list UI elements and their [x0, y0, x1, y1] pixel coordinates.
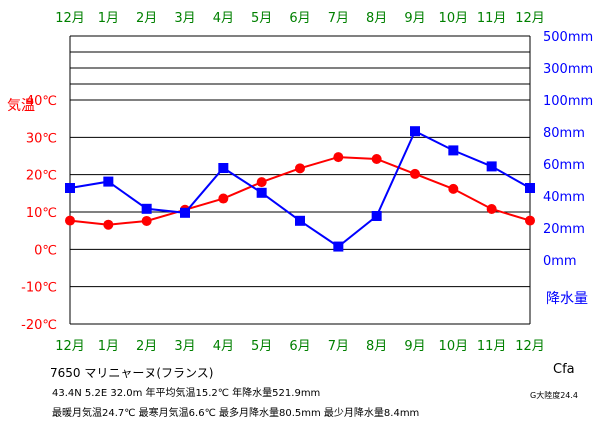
- month-label-bottom-12: 12月: [515, 339, 545, 354]
- precip-point-5: [256, 187, 267, 198]
- precip-point-8: [371, 211, 382, 221]
- month-label-top-8: 8月: [366, 11, 387, 26]
- month-label-bottom-1: 1月: [98, 339, 119, 354]
- month-label-bottom-3: 3月: [174, 339, 195, 354]
- precip-point-6: [295, 215, 305, 226]
- month-label-top-0: 12月: [55, 11, 85, 26]
- precip-tick-label-0: 500mm: [543, 30, 593, 45]
- precip-point-9: [410, 126, 420, 137]
- temp-point-10: [448, 183, 459, 194]
- month-label-top-1: 1月: [98, 11, 119, 26]
- precip-tick-label-1: 300mm: [543, 62, 593, 77]
- temp-point-4: [218, 193, 229, 204]
- temp-tick-label-3: 10℃: [26, 206, 57, 221]
- month-label-bottom-9: 9月: [404, 339, 425, 354]
- month-label-top-6: 6月: [289, 11, 310, 26]
- temp-point-7: [333, 152, 344, 163]
- month-label-top-4: 4月: [213, 11, 234, 26]
- temp-axis-title: 気温: [7, 98, 35, 114]
- temp-tick-label-4: 0℃: [34, 243, 57, 258]
- temp-point-0: [65, 215, 75, 226]
- station-stats-line-1: 43.4N 5.2E 32.0m 年平均気温15.2℃ 年降水量521.9mm: [52, 388, 321, 399]
- month-label-bottom-5: 5月: [251, 339, 272, 354]
- month-label-top-11: 11月: [477, 11, 507, 26]
- temp-tick-label-0: 40℃: [26, 94, 57, 109]
- temp-point-9: [410, 168, 420, 179]
- month-label-bottom-4: 4月: [213, 339, 234, 354]
- month-label-top-2: 2月: [136, 11, 157, 26]
- month-label-top-3: 3月: [174, 11, 195, 26]
- precip-point-10: [448, 145, 459, 156]
- precip-tick-label-4: 60mm: [543, 158, 585, 173]
- month-label-bottom-11: 11月: [477, 339, 507, 354]
- temp-tick-label-1: 30℃: [26, 131, 57, 146]
- climate-class: Cfa: [553, 362, 575, 377]
- precip-point-7: [333, 241, 344, 252]
- precip-point-4: [218, 163, 229, 173]
- precip-point-11: [486, 161, 497, 172]
- temp-tick-label-6: -20℃: [21, 318, 57, 333]
- temp-point-6: [295, 163, 305, 174]
- continentality-index: G大陸度24.4: [530, 391, 579, 400]
- precip-point-0: [65, 183, 75, 193]
- month-label-top-5: 5月: [251, 11, 272, 26]
- temp-point-8: [371, 153, 382, 164]
- precip-tick-label-7: 0mm: [543, 254, 577, 269]
- month-label-bottom-2: 2月: [136, 339, 157, 354]
- temp-point-12: [525, 215, 535, 226]
- month-label-bottom-10: 10月: [439, 339, 469, 354]
- month-label-bottom-8: 8月: [366, 339, 387, 354]
- precip-tick-label-6: 20mm: [543, 222, 585, 237]
- precip-point-2: [141, 203, 152, 214]
- precip-tick-label-5: 40mm: [543, 190, 585, 205]
- month-label-top-10: 10月: [439, 11, 469, 26]
- temp-tick-label-2: 20℃: [26, 169, 57, 184]
- station-stats-line-2: 最暖月気温24.7℃ 最寒月気温6.6℃ 最多月降水量80.5mm 最少月降水量…: [52, 408, 420, 419]
- month-label-bottom-7: 7月: [328, 339, 349, 354]
- temp-point-2: [141, 215, 152, 226]
- temp-point-1: [103, 219, 114, 230]
- month-label-bottom-6: 6月: [289, 339, 310, 354]
- precip-point-3: [180, 207, 190, 218]
- month-label-top-7: 7月: [328, 11, 349, 26]
- precip-tick-label-2: 100mm: [543, 94, 593, 109]
- precip-point-1: [103, 176, 114, 187]
- month-label-top-9: 9月: [404, 11, 425, 26]
- temp-point-11: [486, 204, 497, 215]
- temp-tick-label-5: -10℃: [21, 281, 57, 296]
- precip-axis-title: 降水量: [546, 291, 588, 307]
- station-id-name: 7650 マリニャーヌ(フランス): [50, 366, 214, 380]
- temp-point-5: [256, 177, 267, 188]
- month-label-top-12: 12月: [515, 11, 545, 26]
- series-line-1: [69, 129, 531, 248]
- precip-point-12: [525, 183, 535, 193]
- precip-tick-label-3: 80mm: [543, 126, 585, 141]
- month-label-bottom-0: 12月: [55, 339, 85, 354]
